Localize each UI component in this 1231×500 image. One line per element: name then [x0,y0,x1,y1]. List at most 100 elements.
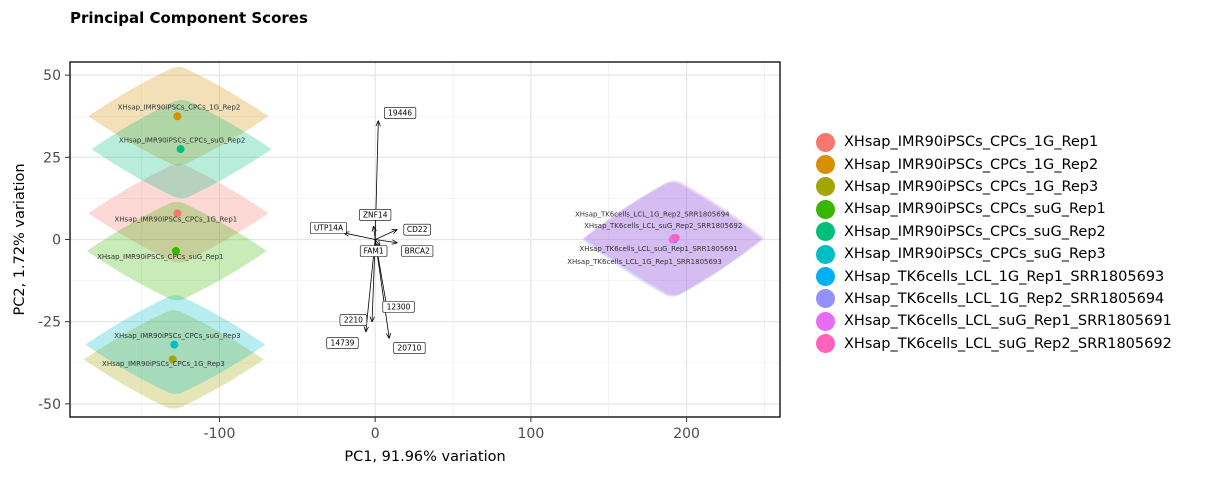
loading-arrow [375,239,397,243]
sample-label: XHsap_TK6cells_LCL_suG_Rep1_SRR1805691 [579,245,737,253]
pca-plot: XHsap_IMR90iPSCs_CPCs_1G_Rep1 XHsap_IMR90… [12,61,781,465]
legend-item: XHsap_IMR90iPSCs_CPCs_suG_Rep3 [816,243,1172,265]
sample-label: XHsap_TK6cells_LCL_suG_Rep2_SRR1805692 [584,222,742,230]
legend: XHsap_IMR90iPSCs_CPCs_1G_Rep1 XHsap_IMR90… [816,131,1172,355]
legend-key [816,244,835,264]
legend-label: XHsap_IMR90iPSCs_CPCs_suG_Rep3 [844,246,1106,263]
loading-label: ZNF14 [359,209,392,221]
x-tick-label: 100 [518,426,545,442]
loading-label-box [403,223,431,236]
loading-label-box [393,342,426,354]
sample-point [171,247,180,256]
legend-item: XHsap_IMR90iPSCs_CPCs_1G_Rep1 [816,131,1172,153]
loading-label-text: BRCA2 [405,247,430,256]
loading-label: 19446 [384,107,417,119]
loading-label-box [326,337,359,349]
legend-label: XHsap_TK6cells_LCL_suG_Rep2_SRR1805692 [844,335,1172,352]
legend-label: XHsap_IMR90iPSCs_CPCs_1G_Rep3 [844,178,1099,195]
legend-item: XHsap_IMR90iPSCs_CPCs_1G_Rep3 [816,176,1172,198]
loading-label: 12300 [382,301,415,313]
loading-label-box [339,314,368,326]
legend-key [816,311,835,331]
sample-point [173,209,182,218]
legend-key [816,177,835,197]
legend-label: XHsap_TK6cells_LCL_1G_Rep2_SRR1805694 [844,290,1165,307]
loading-label-box [359,245,388,257]
legend-item: XHsap_IMR90iPSCs_CPCs_suG_Rep2 [816,221,1172,243]
sample-point [176,145,185,154]
legend-label: XHsap_TK6cells_LCL_1G_Rep1_SRR1805693 [844,268,1165,285]
loading-label: FAM1 [359,245,388,257]
legend-key [816,132,835,152]
loading-label-text: 20710 [398,344,422,353]
x-tick-label: -100 [204,426,236,442]
loading-arrow [374,226,376,240]
y-tick-label: 25 [43,150,61,166]
y-axis-title: PC2, 1.72% variation [12,163,28,315]
loading-label-text: 2210 [344,316,363,325]
legend-item: XHsap_TK6cells_LCL_suG_Rep2_SRR1805692 [816,333,1172,355]
loading-label-text: UTP14A [314,224,344,233]
loading-label-box [384,107,417,119]
loading-arrow [374,239,380,247]
legend-item: XHsap_IMR90iPSCs_CPCs_suG_Rep1 [816,198,1172,220]
loading-label: 2210 [339,314,368,326]
loading-label-text: CD22 [407,225,428,234]
loading-label-box [310,222,347,234]
legend-label: XHsap_TK6cells_LCL_suG_Rep1_SRR1805691 [844,313,1172,330]
axis-ticks: -100 0 100 200 -50 -25 0 25 50 [38,68,700,442]
loading-label: 20710 [393,342,426,354]
sample-point [170,340,179,349]
legend-label: XHsap_IMR90iPSCs_CPCs_suG_Rep1 [844,201,1106,218]
sample-point [671,233,680,242]
legend-key [816,334,835,354]
sample-label: XHsap_IMR90iPSCs_CPCs_suG_Rep2 [119,137,245,145]
loading-label-box [382,301,415,313]
x-axis-title: PC1, 91.96% variation [344,449,505,465]
loading-label: BRCA2 [401,245,434,257]
legend-key [816,199,835,219]
x-tick-label: 200 [673,426,700,442]
legend-item: XHsap_TK6cells_LCL_1G_Rep2_SRR1805694 [816,288,1172,310]
loading-arrow [375,230,397,240]
sample-label: XHsap_IMR90iPSCs_CPCs_1G_Rep3 [102,360,225,368]
loading-label: CD22 [403,223,431,236]
loading-label: 14739 [326,337,359,349]
sample-label: XHsap_IMR90iPSCs_CPCs_suG_Rep3 [114,332,240,340]
loading-label: UTP14A [310,222,347,234]
sample-point [168,355,177,364]
loading-labels: 19446 ZNF14 UTP14A CD22 FAM1 BRCA2 12300 2210 14… [310,107,434,354]
loading-label-text: 12300 [387,302,411,311]
loading-label-text: ZNF14 [363,210,388,219]
legend-key [816,267,835,287]
legend-item: XHsap_TK6cells_LCL_1G_Rep1_SRR1805693 [816,265,1172,287]
sample-label: XHsap_IMR90iPSCs_CPCs_1G_Rep1 [115,215,238,223]
sample-label: XHsap_TK6cells_LCL_1G_Rep1_SRR1805693 [567,258,722,266]
legend-label: XHsap_IMR90iPSCs_CPCs_suG_Rep2 [844,223,1106,240]
sample-point [173,112,182,121]
loading-arrow [344,233,376,240]
legend-item: XHsap_TK6cells_LCL_suG_Rep1_SRR1805691 [816,310,1172,332]
y-tick-label: 50 [43,68,61,84]
legend-label: XHsap_IMR90iPSCs_CPCs_1G_Rep2 [844,156,1099,173]
legend-key [816,155,835,175]
sample-labels: XHsap_IMR90iPSCs_CPCs_1G_Rep1 XHsap_IMR90… [97,104,742,368]
sample-points [168,112,680,364]
loading-label-box [359,209,392,221]
chart-title: Principal Component Scores [70,9,308,27]
x-tick-label: 0 [371,426,380,442]
y-tick-label: 0 [52,233,61,249]
loading-label-text: 14739 [331,339,355,348]
legend-item: XHsap_IMR90iPSCs_CPCs_1G_Rep2 [816,153,1172,175]
sample-label: XHsap_IMR90iPSCs_CPCs_1G_Rep2 [118,104,241,112]
legend-key [816,222,835,242]
sample-label: XHsap_TK6cells_LCL_1G_Rep2_SRR1805694 [575,210,730,218]
loading-label-text: 19446 [388,109,412,118]
gridlines [70,62,780,417]
y-tick-label: -25 [38,315,61,331]
y-tick-label: -50 [38,397,61,413]
loading-label-text: FAM1 [364,247,384,256]
legend-key [816,289,835,309]
loading-label-box [401,245,434,257]
sample-label: XHsap_IMR90iPSCs_CPCs_suG_Rep1 [97,253,223,261]
